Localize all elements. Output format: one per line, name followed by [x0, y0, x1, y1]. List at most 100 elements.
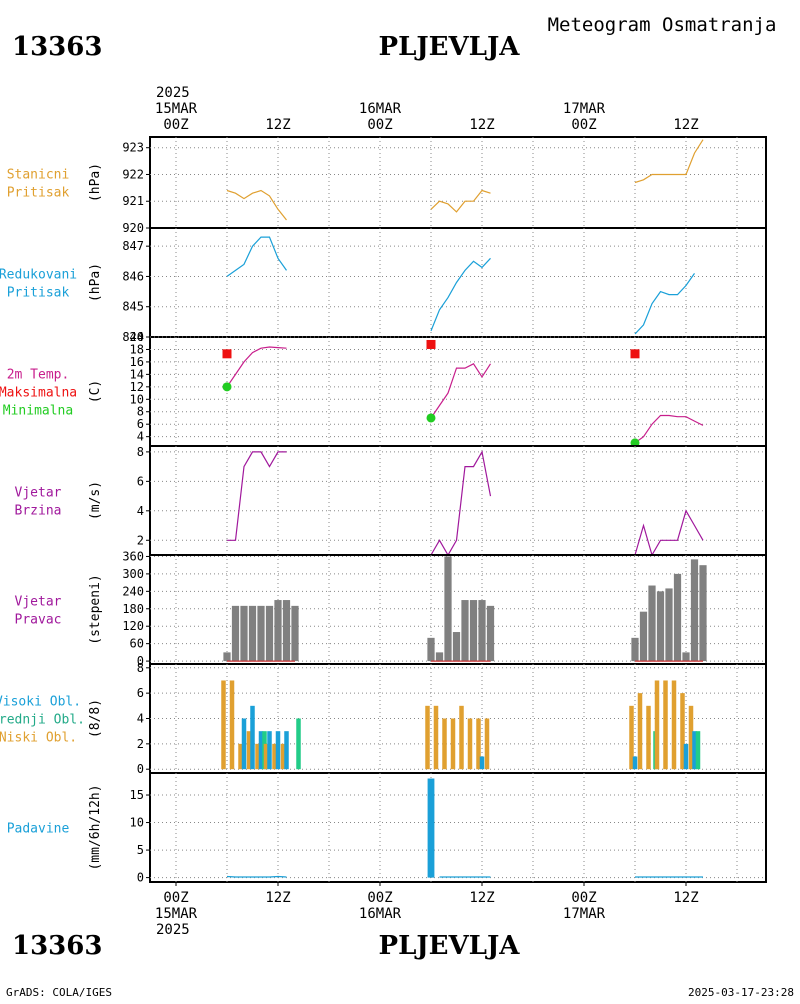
cloud-bar [484, 718, 490, 770]
cloud-bar [433, 705, 439, 770]
y-tick-label: 4 [137, 712, 144, 726]
panel-label: 2m Temp. [7, 368, 70, 383]
y-tick-label: 846 [122, 269, 144, 283]
cloud-bar [683, 743, 689, 770]
city-title-bottom: PLJEVLJA [379, 931, 521, 961]
y-tick-label: 845 [122, 300, 144, 314]
y-tick-label: 10 [130, 816, 144, 830]
cloud-bar [654, 680, 660, 770]
time-label-top: 16MAR [359, 101, 402, 117]
data-bar [682, 652, 690, 662]
time-label-bottom: 00Z [367, 890, 392, 906]
panel-label: Stanicni [7, 168, 70, 183]
panel-label: Brzina [15, 504, 62, 519]
tmax-marker [630, 349, 640, 359]
series-line [634, 414, 704, 444]
panel-label: Vjetar [15, 486, 62, 501]
cloud-bar [629, 705, 634, 770]
y-tick-label: 6 [137, 417, 144, 431]
y-tick-label: 6 [137, 474, 144, 488]
data-bar [673, 573, 682, 662]
data-bar [665, 588, 673, 662]
cloud-bar [450, 718, 456, 770]
cloud-bar [688, 705, 694, 770]
data-bar [223, 652, 231, 662]
y-tick-label: 921 [122, 194, 144, 208]
time-label-bottom: 12Z [265, 890, 290, 906]
time-label-top: 00Z [163, 117, 188, 133]
panel-label: Vjetar [15, 595, 62, 610]
y-tick-label: 847 [122, 239, 144, 253]
cloud-bar [221, 680, 226, 770]
data-bar [631, 637, 639, 662]
panel-frame [149, 227, 767, 338]
cloud-bar [663, 680, 668, 770]
panel-label: Pritisak [7, 286, 70, 301]
chart-subtitle: Meteogram Osmatranja [548, 14, 777, 36]
cloud-bar [255, 743, 260, 770]
cloud-bar [258, 731, 264, 770]
y-tick-label: 920 [122, 221, 144, 235]
time-label-top: 12Z [265, 117, 290, 133]
cloud-bar [632, 756, 638, 770]
y-tick-label: 5 [137, 843, 144, 857]
panel-label: Minimalna [3, 404, 73, 419]
panel-clouds: 0 2 4 6 8 (8/8) Visoki Obl. Srednji Obl. Niski O… [0, 661, 767, 776]
data-bar [639, 611, 648, 662]
panel-frame [149, 136, 767, 229]
cloud-bar [263, 743, 269, 770]
y-tick-label: 60 [130, 637, 144, 651]
series-line [430, 257, 491, 332]
cloud-bar [267, 731, 272, 770]
y-tick-label: 300 [122, 567, 144, 581]
time-label-top: 00Z [367, 117, 392, 133]
tmax-marker [426, 339, 436, 349]
panel-label: Srednji Obl. [0, 713, 85, 728]
time-label-top: 12Z [469, 117, 494, 133]
y-tick-label: 14 [130, 367, 144, 381]
cloud-bar [646, 705, 651, 770]
y-tick-label: 8 [137, 661, 144, 675]
tmax-marker [222, 349, 232, 359]
y-tick-label: 0 [137, 871, 144, 885]
y-tick-label: 16 [130, 355, 144, 369]
y-tick-label: 180 [122, 602, 144, 616]
y-axis-unit: (m/s) [88, 481, 103, 520]
data-bar [435, 652, 444, 662]
time-label-top: 00Z [571, 117, 596, 133]
panel-frame [149, 772, 767, 883]
data-bar [282, 600, 291, 662]
y-tick-label: 8 [137, 405, 144, 419]
cloud-bar [479, 756, 485, 770]
y-tick-label: 240 [122, 584, 144, 598]
panel-station-pressure: 920 921 922 923 (hPa) Stanicni Pritisak [7, 136, 767, 235]
series-line [430, 189, 491, 213]
data-bar [656, 591, 665, 662]
y-tick-label: 844 [122, 330, 144, 344]
time-label-top: 2025 [156, 85, 190, 101]
y-tick-label: 0 [137, 762, 144, 776]
cloud-bar [680, 693, 685, 770]
time-label-bottom: 12Z [673, 890, 698, 906]
y-tick-label: 4 [137, 430, 144, 444]
cloud-bar [467, 718, 473, 770]
panel-label: Pravac [15, 613, 62, 628]
cloud-bar [296, 718, 301, 770]
series-line [430, 450, 492, 557]
y-axis-unit: (stepeni) [88, 574, 103, 644]
cloud-bar [692, 731, 697, 770]
panel-label: Maksimalna [0, 386, 77, 401]
y-axis-unit: (mm/6h/12h) [88, 784, 103, 870]
series-line [226, 189, 287, 221]
data-bar [291, 605, 299, 662]
y-axis-unit: (8/8) [88, 699, 103, 738]
time-label-bottom: 00Z [571, 890, 596, 906]
series-line [430, 363, 492, 419]
data-bar [248, 605, 257, 662]
cloud-bar [280, 743, 286, 770]
data-bar [699, 565, 707, 662]
data-bar [427, 778, 435, 878]
y-tick-label: 8 [137, 445, 144, 459]
